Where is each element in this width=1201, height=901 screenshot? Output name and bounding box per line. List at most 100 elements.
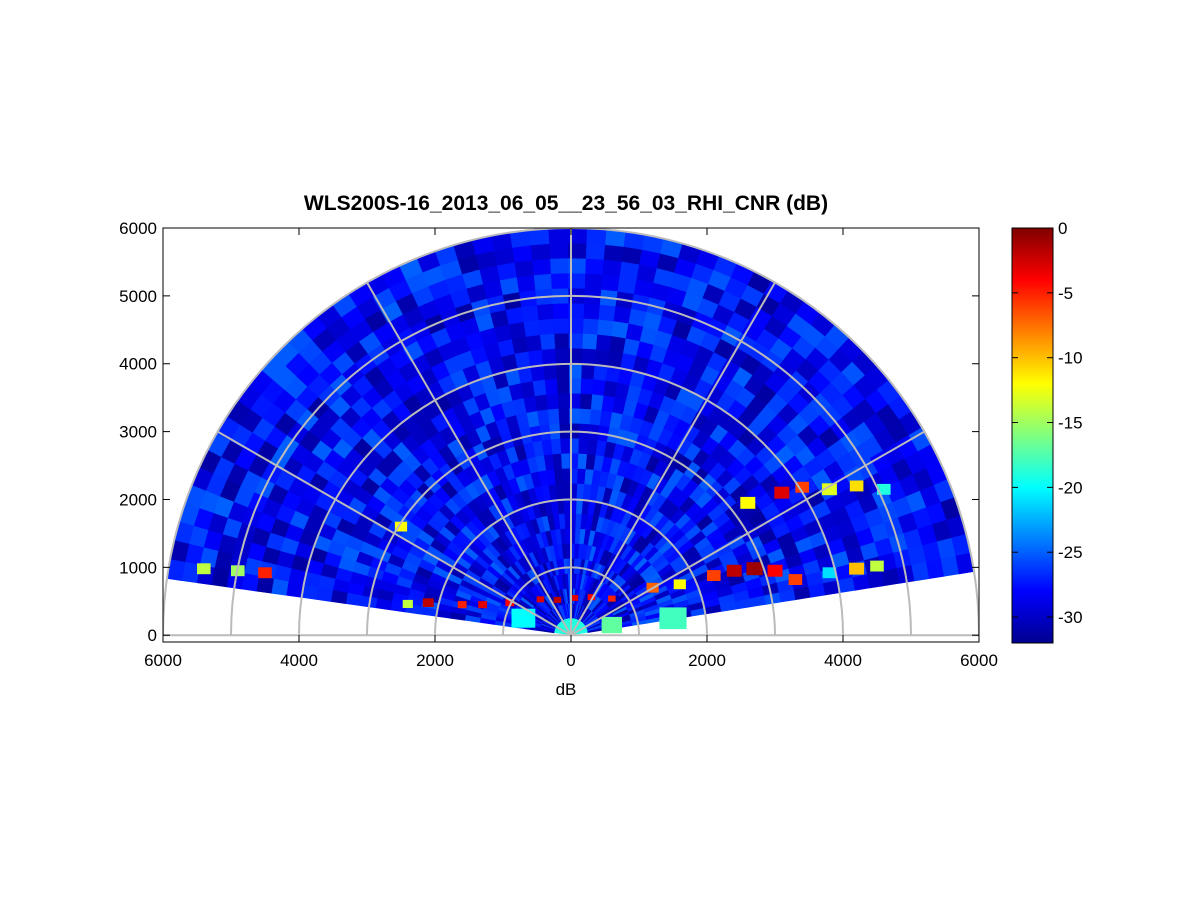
colorbar-tick-label: -20	[1058, 478, 1083, 497]
cnr-feature	[457, 601, 467, 609]
cnr-cell	[576, 467, 586, 485]
cnr-cell	[596, 318, 614, 337]
radial-gridline	[570, 430, 925, 637]
x-tick-label: 2000	[688, 651, 726, 670]
y-tick-label: 0	[148, 626, 157, 645]
cnr-cell	[610, 320, 629, 339]
cnr-cell	[594, 348, 610, 366]
colorbar-tick-label: -15	[1058, 414, 1083, 433]
cnr-cell	[527, 349, 544, 367]
cnr-feature	[402, 599, 413, 608]
cnr-cell	[549, 257, 569, 274]
cnr-cell	[591, 378, 606, 396]
cnr-cell	[533, 273, 552, 291]
cnr-feature	[821, 483, 837, 496]
cnr-cell	[585, 228, 607, 245]
colorbar-tick-label: -5	[1058, 284, 1073, 303]
x-tick-label: 6000	[144, 651, 182, 670]
cnr-feature	[608, 595, 616, 602]
cnr-feature	[673, 579, 686, 590]
cnr-cell	[528, 228, 550, 246]
cnr-cell	[585, 242, 606, 260]
radial-gridline	[366, 282, 572, 636]
cnr-cell	[562, 482, 571, 499]
cnr-feature	[536, 596, 545, 603]
cnr-cell	[574, 512, 582, 529]
colorbar-tick-label: -30	[1058, 608, 1083, 627]
cnr-cell	[513, 259, 534, 278]
cnr-cell	[585, 453, 596, 470]
cnr-cell	[555, 362, 570, 379]
cnr-feature	[740, 496, 756, 509]
cnr-cell	[582, 302, 600, 320]
y-tick-label: 4000	[119, 355, 157, 374]
cnr-cell	[612, 305, 632, 324]
cnr-cell	[536, 303, 554, 321]
cnr-feature	[849, 480, 864, 492]
cnr-cell	[556, 377, 570, 394]
cnr-feature	[553, 596, 562, 603]
cnr-cell	[577, 452, 588, 470]
colorbar-tick-label: -25	[1058, 543, 1083, 562]
cnr-feature	[511, 608, 536, 628]
cnr-cell	[520, 304, 539, 323]
cnr-cell	[539, 333, 556, 350]
cnr-cell	[557, 392, 570, 409]
y-axis: 0 1000 2000 3000 4000 5000 6000	[119, 219, 979, 645]
cnr-cell	[540, 348, 557, 365]
cnr-cell	[547, 408, 560, 425]
cnr-feature	[587, 594, 596, 601]
cnr-feature	[849, 562, 865, 575]
cnr-feature	[570, 594, 579, 601]
colorbar-tick-label: 0	[1058, 219, 1067, 238]
cnr-cell	[315, 587, 334, 602]
cnr-cell	[285, 581, 304, 598]
x-tick-label: 2000	[416, 651, 454, 670]
cnr-feature	[659, 607, 687, 630]
cnr-cell	[595, 333, 612, 351]
cnr-cell	[580, 377, 594, 395]
radial-gridline	[570, 282, 776, 636]
cnr-cell	[616, 275, 637, 295]
cnr-feature	[870, 560, 884, 572]
cnr-cell	[600, 274, 620, 292]
cnr-cell	[211, 567, 230, 588]
cnr-cell	[255, 575, 274, 594]
cnr-cell	[582, 317, 599, 335]
cnr-cell	[560, 452, 570, 469]
cnr-cell	[577, 437, 589, 455]
cnr-cell	[557, 407, 570, 424]
colorbar-gradient	[1011, 227, 1054, 644]
cnr-feature	[197, 563, 211, 575]
cnr-feature	[726, 564, 742, 577]
cnr-cell	[522, 319, 541, 337]
cnr-cell	[561, 467, 571, 484]
cnr-cell	[606, 350, 624, 368]
cnr-feature	[746, 562, 763, 576]
cnr-feature	[822, 567, 837, 579]
cnr-feature	[422, 598, 434, 607]
cnr-cell	[579, 392, 593, 410]
cnr-feature	[478, 601, 487, 609]
cnr-cell	[581, 347, 597, 365]
x-tick-label: 0	[566, 651, 575, 670]
cnr-cell	[550, 272, 569, 289]
y-tick-label: 6000	[119, 219, 157, 238]
cnr-feature	[788, 574, 803, 585]
cnr-cell	[270, 578, 289, 596]
cnr-cell	[525, 334, 542, 352]
cnr-feature	[505, 599, 515, 607]
x-tick-label: 4000	[824, 651, 862, 670]
y-tick-label: 5000	[119, 287, 157, 306]
cnr-cell	[511, 244, 533, 263]
cnr-cell	[575, 482, 585, 500]
cnr-cell	[545, 393, 559, 410]
cnr-feature	[795, 481, 809, 493]
colorbar: 0 -5 -10 -15 -20 -25 -30	[1011, 219, 1083, 644]
x-tick-label: 4000	[280, 651, 318, 670]
cnr-cell	[588, 408, 602, 426]
cnr-feature	[877, 483, 891, 495]
cnr-cell	[544, 378, 558, 395]
cnr-cell	[584, 272, 603, 290]
x-axis-label: dB	[556, 680, 577, 699]
